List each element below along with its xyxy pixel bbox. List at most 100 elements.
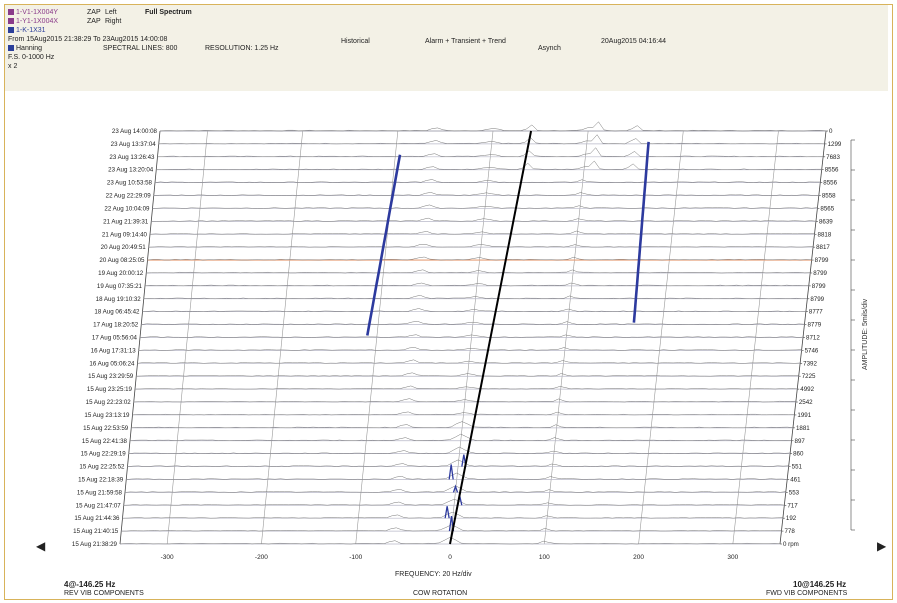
row-time-label: 15 Aug 22:18:39 [78,476,124,483]
row-labels: 23 Aug 14:00:08 23 Aug 13:37:04 23 Aug 13:… [72,128,158,548]
trace-label-1: 1-V1-1X004Y [16,9,59,16]
data-mode: Historical [341,38,370,45]
chart-frame [4,4,893,600]
row-rpm-label: 8799 [812,283,826,290]
row-rpm-label: 8779 [807,322,821,329]
resolution: RESOLUTION: 1.25 Hz [205,45,279,52]
row-time-label: 17 Aug 18:20:52 [93,322,139,329]
row-rpm-label: 8556 [825,167,839,174]
spectrum-trace [123,499,785,506]
row-time-label: 16 Aug 05:06:24 [89,360,135,367]
burst-trace [452,484,459,493]
row-time-label: 18 Aug 19:10:32 [96,296,142,303]
spectral-lines: SPECTRAL LINES: 800 [103,45,178,52]
spectrum-trace [149,230,815,235]
row-time-label: 19 Aug 07:35:21 [97,283,143,290]
row-rpm-label: 1881 [796,425,810,432]
check-icon [8,9,14,15]
spectrum-trace [157,147,824,158]
row-rpm-label: 7225 [802,373,816,380]
trace-label-3: 1-K-1X31 [16,27,46,34]
fwd-components-label: FWD VIB COMPONENTS [766,590,848,597]
row-time-label: 23 Aug 14:00:08 [112,128,158,135]
trace-legend-2: 1-Y1-1X004X [8,17,58,26]
scroll-left-icon[interactable]: ◀ [36,539,46,553]
row-rpm-label: 4992 [800,386,814,393]
spectrum-trace [136,372,799,377]
spectrum-rows [119,121,827,545]
burst-trace [444,506,450,519]
channel-code-2: ZAP [87,18,101,25]
check-icon [8,18,14,24]
row-time-label: 23 Aug 13:20:04 [108,167,154,174]
x-tick-label: 0 [448,554,452,561]
row-rpm-label: 8556 [823,180,837,187]
spectrum-trace [139,334,804,338]
row-time-label: 23 Aug 13:26:43 [109,154,155,161]
row-rpm-label: 897 [795,438,806,445]
row-time-label: 21 Aug 21:39:31 [103,218,149,225]
x-tick-labels: -300 -200 -100 0 100 200 300 [161,139,855,561]
row-time-label: 23 Aug 13:37:04 [111,141,157,148]
time-range: From 15Aug2015 21:38:29 To 23Aug2015 14:… [8,36,168,43]
row-rpm-label: 0 rpm [783,541,799,548]
spectrum-trace [151,217,816,222]
spectrum-trace [134,385,798,390]
row-time-label: 18 Aug 06:45:42 [94,309,140,316]
row-rpm-label: 7392 [803,360,817,367]
spectrum-trace [137,359,801,364]
row-rpm-label: 0 [829,128,833,135]
scroll-right-icon[interactable]: ▶ [877,539,887,553]
spectrum-trace [156,160,822,170]
row-time-label: 15 Aug 22:23:02 [86,399,132,406]
row-rpm-label: 8565 [820,205,834,212]
sideband-trace [632,141,650,323]
spectrum-trace [122,511,783,519]
x-tick-label: -200 [255,554,268,561]
row-rpm-label: 1991 [797,412,811,419]
plot-header: 1-V1-1X004Y 1-Y1-1X004X 1-K-1X31 ZAP ZAP… [5,5,888,91]
spectrum-trace [133,398,796,403]
row-time-label: 15 Aug 21:59:58 [77,489,123,496]
row-time-label: 19 Aug 20:00:12 [98,270,144,277]
row-time-label: 15 Aug 22:53:59 [83,425,129,432]
channel-side-2: Right [105,18,122,25]
spectrum-trace [131,421,793,429]
x-tick-label: -100 [349,554,362,561]
x-tick-label: 100 [539,554,550,561]
row-rpm-label: 461 [790,476,801,483]
trace-label-2: 1-Y1-1X004X [16,18,59,25]
row-time-label: 15 Aug 22:41:38 [82,438,128,445]
x-tick-label: 300 [727,554,738,561]
channel-code-1: ZAP [87,9,101,16]
window-type: Hanning [16,45,43,52]
full-scale: F.S. 0-1000 Hz [8,54,55,61]
row-rpm-label: 551 [792,464,803,471]
right-cursor-readout: 10@146.25 Hz [793,580,847,589]
channel-side-1: Left [105,9,117,16]
row-time-label: 15 Aug 21:38:29 [72,541,118,548]
data-type: Alarm + Transient + Trend [425,38,506,45]
x-tick-label: 200 [633,554,644,561]
burst-trace [448,464,454,480]
spectrum-trace [121,524,782,532]
row-rpm-label: 8777 [809,309,823,316]
row-rpm-label: 8818 [818,231,832,238]
spectrum-trace [154,179,821,183]
x-axis-title: FREQUENCY: 20 Hz/div [395,571,472,578]
row-rpm-label: 553 [789,489,800,496]
sync-mode: Asynch [538,45,561,52]
plot-kind: Full Spectrum [145,9,192,16]
window-row: Hanning [8,44,42,53]
scale-factor: x 2 [8,63,18,70]
row-time-label: 15 Aug 22:29:19 [81,451,127,458]
row-time-label: 15 Aug 22:25:52 [79,464,125,471]
row-time-label: 15 Aug 23:13:19 [84,412,130,419]
row-time-label: 20 Aug 20:49:51 [101,244,147,251]
window-icon [8,45,14,51]
spectrum-trace [143,295,808,300]
spectrum-trace [146,269,811,274]
amplitude-axis-title: AMPLITUDE: 5mils/div [862,298,869,370]
trace-legend-3: 1-K-1X31 [8,26,46,35]
